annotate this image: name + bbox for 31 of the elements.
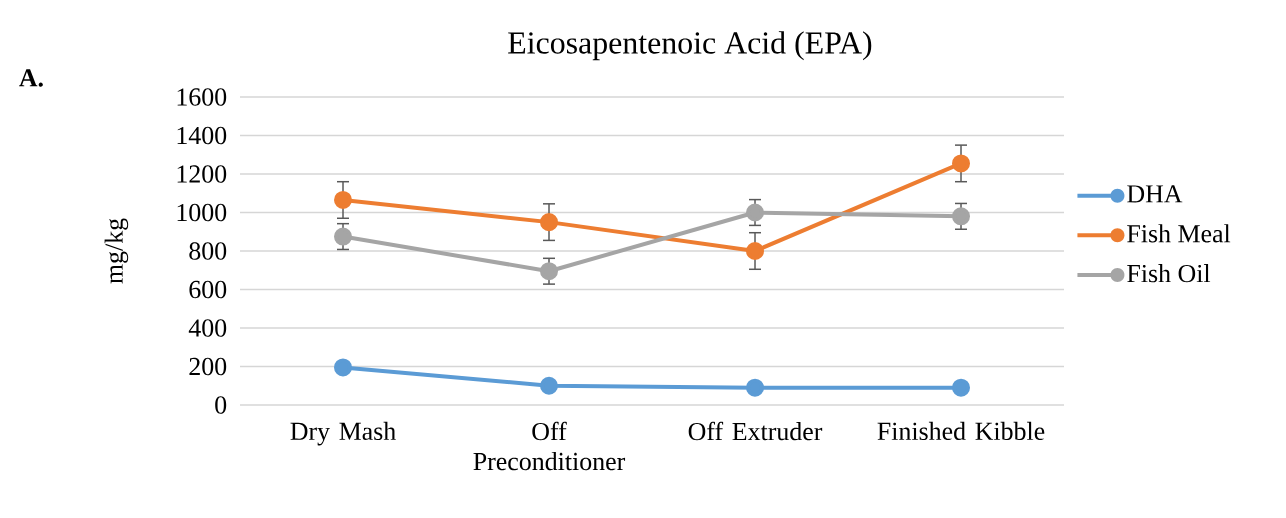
point: [334, 190, 352, 209]
y-tick-label: 1200: [177, 165, 227, 183]
legend-label: DHA: [1127, 185, 1183, 203]
x-tick-label: Dry Mash: [290, 421, 396, 446]
legend-label: Fish Meal: [1127, 224, 1231, 243]
point: [334, 358, 352, 377]
text: A.: [19, 69, 43, 87]
y-tick-label: 800: [189, 242, 227, 260]
x-tick-label: Off Preconditioner: [473, 421, 626, 471]
point: [334, 227, 352, 246]
point: [540, 213, 558, 232]
point: [952, 378, 971, 397]
point: [746, 242, 765, 260]
y-tick-label: 1400: [177, 126, 227, 145]
point: [952, 207, 971, 226]
y-tick-label: 400: [188, 319, 227, 337]
x-tick-label: Finished Kibble: [877, 421, 1045, 441]
point: [540, 262, 558, 281]
point: [952, 154, 971, 173]
y-tick-label: 1600: [177, 88, 227, 106]
y-tick-label: 0: [215, 396, 227, 414]
y-axis-title: mg/kg: [104, 218, 129, 284]
y-tick-label: 1000: [177, 203, 227, 222]
y-tick-label: 200: [189, 357, 227, 376]
point: [746, 378, 765, 397]
y-tick-label: 600: [189, 280, 227, 299]
point: [746, 203, 765, 222]
point: [540, 376, 558, 395]
chart-title: Eicosapentenoic Acid (EPA): [508, 31, 872, 61]
x-tick-label: Off Extruder: [688, 421, 823, 441]
legend-label: Fish Oil: [1127, 264, 1211, 283]
